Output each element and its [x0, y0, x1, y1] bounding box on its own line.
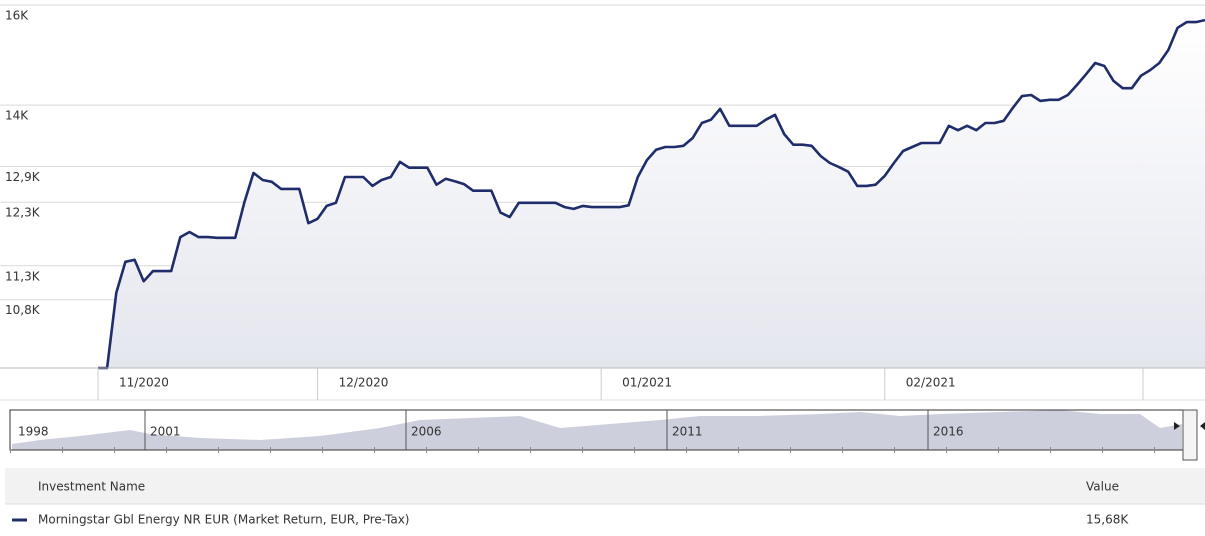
legend-value: 15,68K	[1086, 513, 1129, 527]
navigator-label: 2016	[933, 425, 964, 439]
y-tick-label: 14K	[5, 109, 29, 123]
x-tick-label: 11/2020	[119, 376, 169, 390]
series-line	[98, 18, 1205, 370]
y-tick-label: 12,9K	[5, 170, 41, 184]
navigator-area	[12, 410, 1182, 450]
navigator-label: 2001	[150, 425, 181, 439]
navigator-arrow[interactable]	[1200, 422, 1205, 430]
navigator[interactable]	[9, 409, 1205, 461]
x-tick-label: 01/2021	[622, 376, 672, 390]
plot-area: 16K 14K 12,9K 12,3K 11,3K 10,8K	[0, 4, 1205, 370]
table-header: Value	[1086, 480, 1119, 494]
navigator-label: 2006	[411, 425, 442, 439]
y-tick-label: 11,3K	[5, 269, 41, 283]
table-header-bg	[5, 468, 1205, 504]
x-tick-label: 12/2020	[339, 376, 389, 390]
table-header: Investment Name	[38, 480, 145, 494]
y-tick-label: 16K	[5, 9, 29, 23]
navigator-label: 1998	[18, 425, 49, 439]
y-tick-label: 12,3K	[5, 206, 41, 220]
legend-label: Morningstar Gbl Energy NR EUR (Market Re…	[38, 513, 410, 527]
x-tick-label: 02/2021	[906, 376, 956, 390]
navigator-handle[interactable]	[1182, 409, 1198, 461]
navigator-label: 2011	[672, 425, 703, 439]
series-area	[98, 20, 1205, 368]
navigator-arrow[interactable]	[1174, 422, 1180, 430]
y-tick-label: 10,8K	[5, 303, 41, 317]
navigator-labels: 1998 2001 2006 2011 2016	[18, 425, 964, 439]
